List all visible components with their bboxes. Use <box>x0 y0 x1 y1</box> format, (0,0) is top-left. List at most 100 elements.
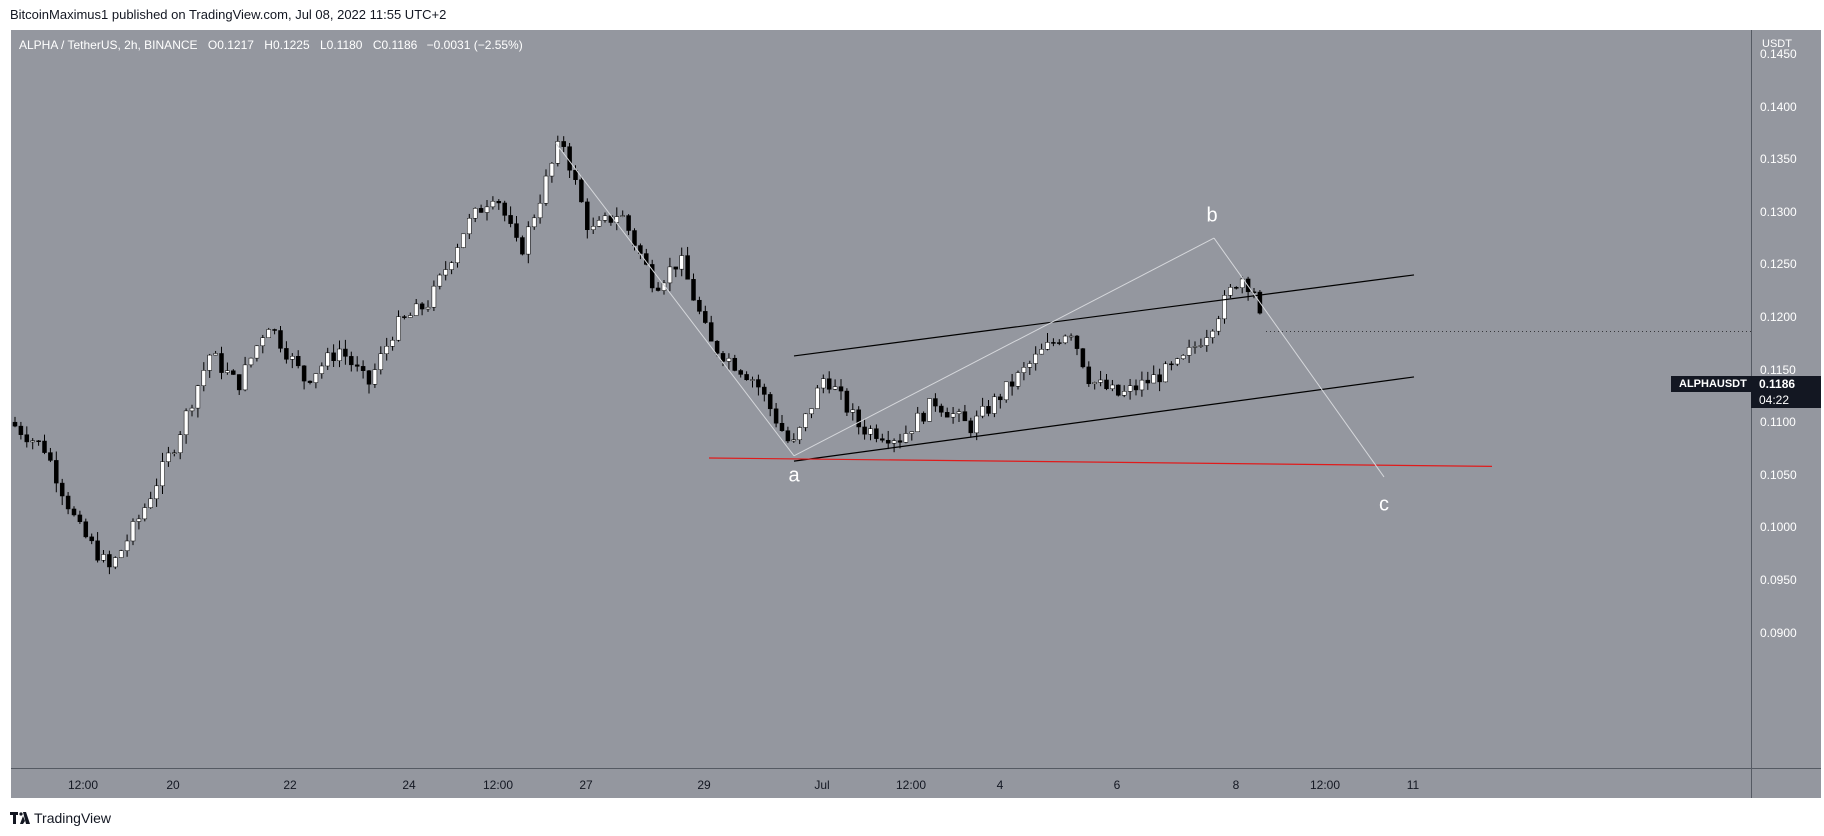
wave-path-segment[interactable] <box>1213 237 1385 478</box>
candle-body <box>832 386 838 390</box>
candle-body <box>821 378 826 389</box>
wave-label-a: a <box>788 464 800 487</box>
time-tick-label: 22 <box>283 778 297 792</box>
candle-body <box>18 425 24 435</box>
candle-body <box>1039 349 1044 355</box>
candle-body <box>703 311 708 323</box>
price-chart[interactable] <box>11 30 1751 768</box>
candle-body <box>272 329 277 331</box>
candle-body <box>1051 342 1056 344</box>
candle-body <box>732 357 738 371</box>
price-tick-label: 0.1050 <box>1760 467 1797 482</box>
price-tick-label: 0.1200 <box>1760 310 1797 324</box>
candle-body <box>602 215 608 221</box>
candle-body <box>1216 318 1221 332</box>
candle-body <box>927 398 932 422</box>
candle-body <box>372 369 378 385</box>
candle-body <box>1239 278 1245 288</box>
candle-body <box>791 439 797 442</box>
candle-body <box>1163 363 1168 383</box>
candle-body <box>762 386 767 395</box>
price-tick-label: 0.1300 <box>1760 204 1797 219</box>
chart-plot-area[interactable]: ALPHA / TetherUS, 2h, BINANCE O0.1217 H0… <box>11 30 1751 768</box>
candle-body <box>354 364 360 367</box>
candle-body <box>77 514 83 522</box>
wave-path-segment[interactable] <box>555 143 795 457</box>
candle-body <box>71 508 77 516</box>
candle-body <box>874 428 879 439</box>
time-tick-label: 4 <box>996 778 1004 792</box>
candle-body <box>295 355 301 367</box>
candle-body <box>83 521 89 538</box>
candle-body <box>313 373 319 383</box>
candle-body <box>195 385 201 409</box>
candle-body <box>856 409 861 428</box>
candle-body <box>579 179 584 203</box>
candle-body <box>850 409 856 413</box>
legend-high-key: H <box>264 38 273 52</box>
candle-body <box>903 433 909 443</box>
channel-upper-line[interactable] <box>793 274 1415 357</box>
candle-body <box>225 370 230 373</box>
candle-body <box>1204 337 1210 346</box>
candle-body <box>413 303 419 316</box>
candle-body <box>1116 384 1121 396</box>
candle-body <box>679 255 684 270</box>
wave-label-b: b <box>1206 204 1218 227</box>
wave-path-segment[interactable] <box>793 237 1215 457</box>
candle-body <box>844 390 850 413</box>
candle-body <box>826 378 832 390</box>
candle-body <box>939 405 944 413</box>
candle-body <box>998 396 1003 401</box>
candle-body <box>1104 379 1109 390</box>
chart-frame: ALPHA / TetherUS, 2h, BINANCE O0.1217 H0… <box>11 30 1821 798</box>
candle-body <box>596 220 602 227</box>
candle-body <box>685 255 690 280</box>
candle-body <box>24 434 30 443</box>
candle-body <box>779 422 785 431</box>
candle-body <box>561 141 566 147</box>
channel-lower-line[interactable] <box>793 376 1415 462</box>
price-tick-label: 0.1250 <box>1760 257 1797 272</box>
price-tick-label: 0.0900 <box>1760 625 1797 640</box>
candle-body <box>980 406 985 417</box>
legend-symbol[interactable]: ALPHA / TetherUS, 2h, BINANCE <box>19 38 198 52</box>
candle-body <box>673 266 679 270</box>
candle-body <box>12 421 18 427</box>
support-line[interactable] <box>708 457 1493 467</box>
candle-body <box>1186 347 1192 356</box>
candle-body <box>113 557 118 568</box>
candle-body <box>555 141 561 164</box>
candle-body <box>378 353 384 370</box>
price-tick-label: 0.1350 <box>1760 152 1797 167</box>
candle-body <box>549 163 555 177</box>
candle-body <box>325 352 330 367</box>
candle-body <box>620 215 625 217</box>
candle-body <box>101 554 106 561</box>
candle-body <box>183 410 189 435</box>
candle-body <box>290 355 295 360</box>
candle-body <box>254 345 260 359</box>
candle-body <box>502 202 507 216</box>
candle-body <box>266 329 271 338</box>
candle-body <box>708 322 714 342</box>
symbol-legend: ALPHA / TetherUS, 2h, BINANCE O0.1217 H0… <box>19 38 523 52</box>
candle-body <box>461 233 466 248</box>
candle-body <box>177 434 183 453</box>
candle-body <box>1086 366 1092 385</box>
candle-body <box>467 217 472 235</box>
time-axis[interactable]: 12:00 20 22 24 12:00 27 29 Jul 12:00 4 6 8 12:00 11 <box>11 768 1751 798</box>
candle-body <box>697 299 702 312</box>
candle-body <box>95 540 100 561</box>
candle-body <box>54 460 59 484</box>
candle-body <box>148 498 153 508</box>
candle-body <box>714 340 720 354</box>
candle-body <box>767 394 773 410</box>
candle-body <box>384 345 389 354</box>
candle-body <box>278 330 283 349</box>
candle-body <box>720 353 726 362</box>
candle-body <box>1080 348 1086 368</box>
candle-body <box>1121 391 1127 396</box>
candle-body <box>1198 345 1204 347</box>
candle-body <box>915 412 920 432</box>
